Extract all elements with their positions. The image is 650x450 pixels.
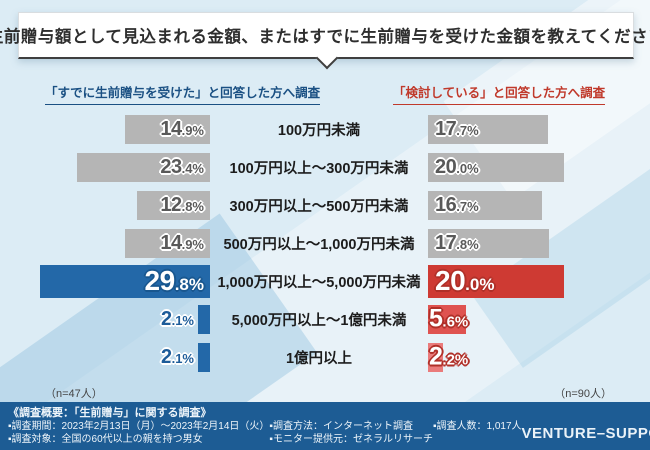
category-label: 300万円以上～500万円未満 (229, 198, 409, 215)
survey-overview-heading: 《調査概要：「生前贈与」に関する調査》 (8, 407, 212, 419)
right-bar-cell: 17.7% (428, 110, 610, 148)
chart-row: 2.1% 1億円以上 2.2% (40, 338, 610, 376)
question-title-box: 生前贈与額として見込まれる金額、またはすでに生前贈与を受けた金額を教えてください (0, 12, 650, 70)
right-bar (428, 264, 564, 298)
right-bar (428, 228, 549, 258)
left-sample-size: （n=47人） (45, 388, 103, 400)
venture-support-logo: VENTURE–SUPPORT (521, 424, 650, 442)
left-value-label: 2.1% (160, 346, 194, 368)
right-bar (428, 152, 564, 182)
survey-overview-columns: ▪調査期間：2023年2月13日（月）～2023年2月14日（火） ▪調査対象：… (8, 420, 650, 446)
right-value-label: 2.2% (429, 342, 469, 371)
left-bar (125, 228, 210, 258)
bar-chart: 14.9% 100万円未満 17.7% 23.4% 100万円以上～300万円未満 20.… (40, 110, 610, 376)
speech-bubble-notch (315, 46, 339, 70)
chart-row: 23.4% 100万円以上～300万円未満 20.0% (40, 148, 610, 186)
chart-row: 2.1% 5,000万円以上～1億円未満 5.6% (40, 300, 610, 338)
right-sample-size: （n=90人） (554, 388, 612, 400)
right-bar-cell: 17.8% (428, 224, 610, 262)
question-title: 生前贈与額として見込まれる金額、またはすでに生前贈与を受けた金額を教えてください (0, 28, 650, 46)
survey-overview-col1: ▪調査期間：2023年2月13日（月）～2023年2月14日（火） ▪調査対象：… (8, 420, 269, 446)
left-value-label: 14.9% (160, 232, 204, 254)
right-bar (428, 342, 443, 372)
right-value-label: 20.0% (435, 265, 495, 296)
left-bar-cell: 14.9% (40, 110, 210, 148)
left-value-label: 12.8% (160, 194, 204, 216)
category-label: 100万円以上～300万円未満 (229, 160, 409, 177)
right-group-header: 「検討している」と回答した方へ調査 (393, 82, 606, 105)
left-bar (198, 342, 210, 372)
left-value-label: 2.1% (160, 308, 194, 330)
chart-row: 29.8% 1,000万円以上～5,000万円未満 20.0% (40, 262, 610, 300)
right-bar-cell: 20.0% (428, 262, 610, 300)
chart-row: 14.9% 100万円未満 17.7% (40, 110, 610, 148)
category-label: 1億円以上 (285, 350, 353, 367)
left-value-label: 14.9% (160, 118, 204, 140)
right-bar-cell: 20.0% (428, 148, 610, 186)
survey-overview-col2: ▪調査方法：インターネット調査 ▪モニター提供元：ゼネラルリサーチ (269, 420, 433, 446)
left-bar-cell: 2.1% (40, 338, 210, 376)
left-bar (77, 152, 210, 182)
left-bar (137, 190, 210, 220)
right-bar-cell: 16.7% (428, 186, 610, 224)
survey-target: ▪調査対象：全国の60代以上の親を持つ男女 (8, 434, 203, 445)
right-value-label: 16.7% (435, 194, 479, 216)
category-label: 1,000万円以上～5,000万円未満 (217, 274, 421, 291)
right-bar (428, 114, 548, 144)
category-label: 500万円以上～1,000万円未満 (223, 236, 415, 253)
chart-row: 12.8% 300万円以上～500万円未満 16.7% (40, 186, 610, 224)
left-bar (40, 264, 210, 298)
category-label: 100万円未満 (277, 122, 361, 139)
left-value-label: 23.4% (160, 156, 204, 178)
left-bar-cell: 23.4% (40, 148, 210, 186)
survey-overview-footer: 《調査概要：「生前贈与」に関する調査》 ▪調査期間：2023年2月13日（月）～… (0, 402, 650, 450)
left-group-header: 「すでに生前贈与を受けた」と回答した方へ調査 (45, 82, 321, 105)
survey-monitor-provider: ▪モニター提供元：ゼネラルリサーチ (269, 434, 433, 445)
right-value-label: 20.0% (435, 156, 479, 178)
left-bar-cell: 14.9% (40, 224, 210, 262)
right-bar-cell: 5.6% (428, 300, 610, 338)
survey-period: ▪調査期間：2023年2月13日（月）～2023年2月14日（火） (8, 421, 270, 432)
right-value-label: 17.8% (435, 232, 479, 254)
right-bar-cell: 2.2% (428, 338, 610, 376)
left-bar (125, 114, 210, 144)
survey-respondents: ▪調査人数：1,017人 (432, 421, 522, 432)
left-bar (198, 304, 210, 334)
left-bar-cell: 29.8% (40, 262, 210, 300)
right-bar (428, 190, 542, 220)
right-bar (428, 304, 466, 334)
left-bar-cell: 12.8% (40, 186, 210, 224)
survey-overview-col3: ▪調査人数：1,017人 (433, 420, 522, 433)
left-bar-cell: 2.1% (40, 300, 210, 338)
right-value-label: 5.6% (429, 304, 469, 333)
category-label: 5,000万円以上～1億円未満 (231, 312, 407, 329)
right-value-label: 17.7% (435, 118, 479, 140)
left-value-label: 29.8% (144, 265, 204, 296)
survey-method: ▪調査方法：インターネット調査 (269, 421, 413, 432)
chart-row: 14.9% 500万円以上～1,000万円未満 17.8% (40, 224, 610, 262)
